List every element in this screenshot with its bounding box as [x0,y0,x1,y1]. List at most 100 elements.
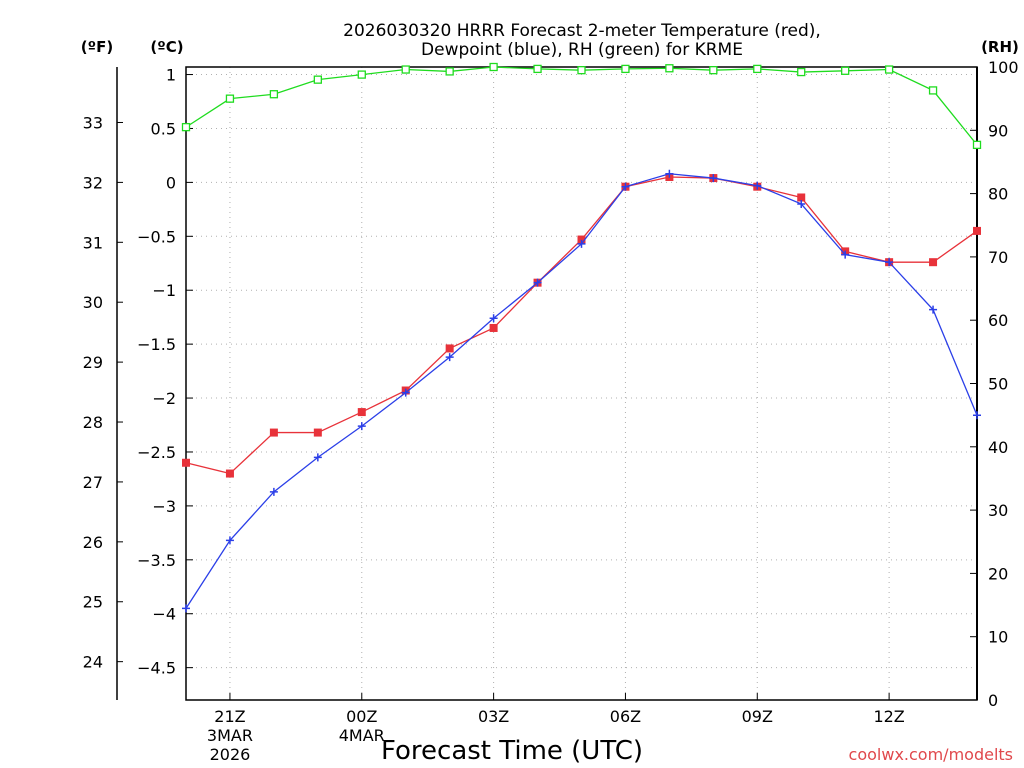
fahrenheit-tick-label: 29 [83,353,103,372]
series-layer [181,62,982,613]
dewpoint-point [269,487,278,496]
x-tick-label: 00Z [346,707,377,726]
x-tick-year-label: 2026 [210,745,251,764]
rh-unit-label: (RH) [981,38,1019,56]
celsius-tick-label: 1 [166,66,176,85]
chart-title-line-1: 2026030320 HRRR Forecast 2-meter Tempera… [343,21,821,41]
dewpoint-point [182,604,190,613]
dewpoint-point [577,239,586,248]
temperature-point [489,323,498,332]
rh-point [621,64,630,74]
x-tick-label: 21Z [214,707,245,726]
fahrenheit-unit-label: (ºF) [81,38,113,56]
axes [185,66,978,701]
x-tick-date-label: 3MAR [207,726,253,745]
celsius-tick-label: −2 [152,389,176,408]
fahrenheit-tick-label: 30 [83,293,103,312]
rh-point [401,65,410,74]
dewpoint-point [665,169,674,178]
temperature-point [973,226,981,235]
fahrenheit-tick-label: 33 [83,113,103,132]
celsius-tick-label: −4 [152,605,176,624]
dewpoint-point [225,536,234,545]
rh-tick-label: 40 [988,438,1008,457]
dewpoint-point [797,199,806,208]
rh-point [972,140,982,150]
rh-tick-label: 70 [988,248,1008,267]
fahrenheit-tick-label: 31 [83,233,103,252]
dewpoint-point [973,411,981,420]
x-tick-date-label: 4MAR [339,726,385,745]
celsius-tick-label: −0.5 [137,227,176,246]
rh-point [489,62,498,72]
temperature-point [445,344,454,353]
plot-frame [185,66,978,701]
dewpoint-point [401,388,410,397]
rh-tick-label: 80 [988,185,1008,204]
dewpoint-point [489,314,498,323]
rh-point [533,64,542,74]
x-tick-label: 03Z [478,707,509,726]
rh-tick-label: 60 [988,311,1008,330]
celsius-tick-label: −1.5 [137,335,176,354]
rh-tick-label: 50 [988,375,1008,394]
temperature-series [182,172,981,478]
rh-point [313,75,322,84]
temperature-point [182,458,190,467]
celsius-tick-label: −2.5 [137,443,176,462]
rh-point [928,86,938,95]
chart-title-line-2: Dewpoint (blue), RH (green) for KRME [421,40,743,60]
x-axis-label: Forecast Time (UTC) [381,736,643,766]
rh-line [185,66,978,146]
temperature-line [185,176,978,475]
celsius-tick-label: −3 [152,497,176,516]
rh-point [269,90,279,99]
x-tick-label: 06Z [610,707,641,726]
rh-point [709,66,718,75]
rh-tick-label: 90 [988,121,1008,140]
rh-point [357,70,366,79]
temperature-point [797,193,806,202]
rh-point [665,64,674,73]
temperature-point [577,235,586,244]
celsius-tick-label: 0.5 [151,119,176,138]
temperature-point [357,408,366,417]
celsius-tick-label: −3.5 [137,551,176,570]
temperature-point [225,469,234,478]
rh-point [181,122,191,132]
dewpoint-point [533,278,542,287]
celsius-unit-label: (ºC) [150,38,183,56]
dewpoint-point [357,422,366,431]
rh-point [445,67,454,76]
credit-text: coolwx.com/modelts [849,745,1013,764]
temperature-point [929,258,938,267]
dewpoint-point [841,250,850,259]
dewpoint-point [929,305,938,314]
dewpoint-point [709,174,718,183]
rh-tick-label: 10 [988,628,1008,647]
x-tick-label: 09Z [742,707,773,726]
fahrenheit-tick-label: 25 [83,593,103,612]
fahrenheit-axis: 33 32 31 30 29 28 27 26 25 24 [83,67,123,700]
grid-lines [186,67,977,700]
rh-point [577,66,586,75]
rh-tick-label: 20 [988,564,1008,583]
dewpoint-point [621,182,630,191]
temperature-point [269,428,278,437]
rh-series [181,62,982,150]
celsius-tick-label: 0 [166,173,176,192]
fahrenheit-tick-label: 26 [83,533,103,552]
rh-point [841,66,850,75]
temperature-point [313,428,322,437]
fahrenheit-tick-label: 28 [83,413,103,432]
celsius-tick-label: −4.5 [137,659,176,678]
fahrenheit-tick-label: 27 [83,473,103,492]
rh-tick-label: 100 [988,58,1019,77]
dewpoint-point [753,181,762,190]
rh-point [797,67,806,77]
x-tick-label: 12Z [873,707,904,726]
rh-tick-label: 30 [988,501,1008,520]
